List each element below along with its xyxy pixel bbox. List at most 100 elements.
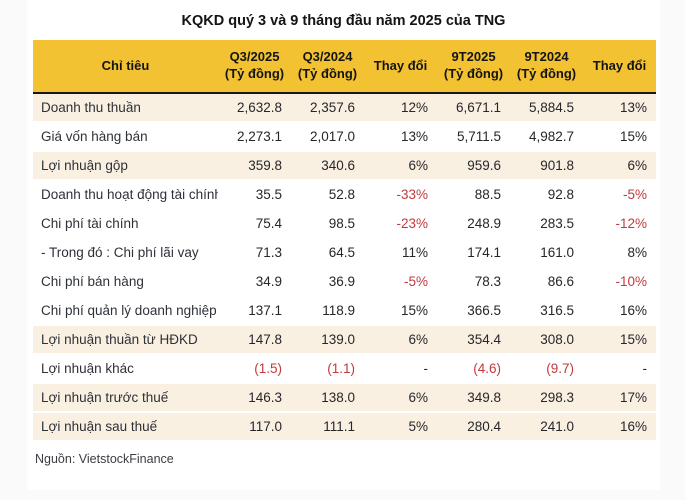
value-cell: 16% (583, 412, 656, 442)
value-cell: 139.0 (291, 325, 364, 355)
table-row: Doanh thu hoạt động tài chính 35.5 52.8 -33… (33, 180, 656, 210)
value-cell: 248.9 (437, 209, 510, 239)
value-cell: 6% (583, 151, 656, 181)
row-label: Lợi nhuận thuần từ HĐKD (33, 325, 218, 355)
source-note: Nguồn: VietstockFinance (35, 452, 174, 466)
value-cell: 298.3 (510, 383, 583, 413)
value-cell: 2,273.1 (218, 122, 291, 152)
table-row: Chi phí bán hàng 34.9 36.9 -5% 78.3 86.6 -10% (33, 267, 656, 297)
row-label: Lợi nhuận gộp (33, 151, 218, 181)
value-cell: (4.6) (437, 354, 510, 384)
value-cell: 117.0 (218, 412, 291, 442)
table-header: Chỉ tiêu Q3/2025 (Tỷ đồng) Q3/2024 (Tỷ đ… (33, 40, 656, 94)
value-cell: 71.3 (218, 238, 291, 268)
value-cell: - (364, 354, 437, 384)
value-cell: 340.6 (291, 151, 364, 181)
value-cell: 283.5 (510, 209, 583, 239)
value-cell: 88.5 (437, 180, 510, 210)
value-cell: 2,017.0 (291, 122, 364, 152)
column-header-change-9t: Thay đổi (583, 40, 656, 94)
value-cell: 15% (583, 122, 656, 152)
value-cell: -33% (364, 180, 437, 210)
column-header-label: Chỉ tiêu (101, 57, 150, 73)
table-row: Chi phí tài chính 75.4 98.5 -23% 248.9 283.5-… (33, 209, 656, 239)
value-cell: 308.0 (510, 325, 583, 355)
value-cell: 6% (364, 325, 437, 355)
value-cell: -5% (364, 267, 437, 297)
column-header-label: 9T2024 (524, 49, 569, 65)
table-body: Doanh thu thuần 2,632.8 2,357.6 12% 6,671.1 5… (33, 93, 656, 442)
value-cell: 111.1 (291, 412, 364, 442)
value-cell: 354.4 (437, 325, 510, 355)
table-row: - Trong đó : Chi phí lãi vay 71.3 64.5 11% 1… (33, 238, 656, 268)
column-header-label: 9T2025 (451, 49, 496, 65)
column-header-label: Q3/2024 (302, 49, 353, 65)
column-header-q3-2024: Q3/2024 (Tỷ đồng) (291, 40, 364, 94)
value-cell: 280.4 (437, 412, 510, 442)
page-title: KQKD quý 3 và 9 tháng đầu năm 2025 của T… (181, 13, 506, 29)
value-cell: 241.0 (510, 412, 583, 442)
value-cell: 98.5 (291, 209, 364, 239)
value-cell: 5% (364, 412, 437, 442)
column-header-unit: (Tỷ đồng) (297, 66, 358, 81)
value-cell: 52.8 (291, 180, 364, 210)
row-label: Giá vốn hàng bán (33, 122, 218, 152)
value-cell: 34.9 (218, 267, 291, 297)
row-label: Lợi nhuận trước thuế (33, 383, 218, 413)
table-row: Giá vốn hàng bán 2,273.1 2,017.0 13% 5,711.5… (33, 122, 656, 152)
row-label: Lợi nhuận sau thuế (33, 412, 218, 442)
value-cell: 11% (364, 238, 437, 268)
value-cell: 6% (364, 383, 437, 413)
value-cell: 959.6 (437, 151, 510, 181)
value-cell: 5,884.5 (510, 93, 583, 123)
value-cell: 75.4 (218, 209, 291, 239)
value-cell: 17% (583, 383, 656, 413)
value-cell: - (583, 354, 656, 384)
column-header-9t2024: 9T2024 (Tỷ đồng) (510, 40, 583, 94)
value-cell: 147.8 (218, 325, 291, 355)
table-row: Lợi nhuận khác (1.5) (1.1) - (4.6) (9.7) - (33, 354, 656, 384)
column-header-change-quarter: Thay đổi (364, 40, 437, 94)
value-cell: 161.0 (510, 238, 583, 268)
value-cell: 118.9 (291, 296, 364, 326)
value-cell: 8% (583, 238, 656, 268)
column-header-label: Thay đổi (592, 57, 647, 73)
value-cell: 92.8 (510, 180, 583, 210)
value-cell: 316.5 (510, 296, 583, 326)
value-cell: 359.8 (218, 151, 291, 181)
value-cell: 366.5 (437, 296, 510, 326)
report-card: KQKD quý 3 và 9 tháng đầu năm 2025 của T… (27, 0, 660, 490)
value-cell: 349.8 (437, 383, 510, 413)
value-cell: 2,357.6 (291, 93, 364, 123)
value-cell: 15% (583, 325, 656, 355)
value-cell: 36.9 (291, 267, 364, 297)
value-cell: 35.5 (218, 180, 291, 210)
row-label: Doanh thu hoạt động tài chính (33, 180, 218, 210)
value-cell: 6,671.1 (437, 93, 510, 123)
value-cell: 138.0 (291, 383, 364, 413)
value-cell: 64.5 (291, 238, 364, 268)
row-label: Lợi nhuận khác (33, 354, 218, 384)
column-header-unit: (Tỷ đồng) (443, 66, 504, 81)
value-cell: -12% (583, 209, 656, 239)
row-label: - Trong đó : Chi phí lãi vay (33, 238, 218, 268)
table-row: Doanh thu thuần 2,632.8 2,357.6 12% 6,671.1 5… (33, 93, 656, 123)
value-cell: 13% (583, 93, 656, 123)
value-cell: 13% (364, 122, 437, 152)
value-cell: 15% (364, 296, 437, 326)
table-row: Lợi nhuận gộp 359.8 340.6 6% 959.6 901.8 6% (33, 151, 656, 181)
value-cell: 5,711.5 (437, 122, 510, 152)
value-cell: 901.8 (510, 151, 583, 181)
value-cell: (1.5) (218, 354, 291, 384)
value-cell: 12% (364, 93, 437, 123)
value-cell: 174.1 (437, 238, 510, 268)
value-cell: 86.6 (510, 267, 583, 297)
column-header-label: Q3/2025 (229, 49, 280, 65)
column-header-unit: (Tỷ đồng) (224, 66, 285, 81)
table-row: Lợi nhuận sau thuế 117.0 111.1 5% 280.4 241.0… (33, 412, 656, 442)
value-cell: 4,982.7 (510, 122, 583, 152)
value-cell: -10% (583, 267, 656, 297)
value-cell: 78.3 (437, 267, 510, 297)
row-label: Doanh thu thuần (33, 93, 218, 123)
value-cell: 6% (364, 151, 437, 181)
